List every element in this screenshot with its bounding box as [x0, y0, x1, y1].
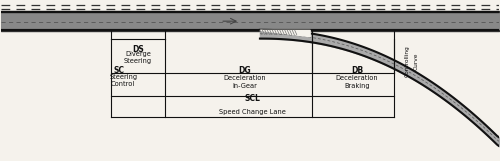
Text: SCL: SCL — [244, 94, 260, 103]
Text: Curve: Curve — [414, 53, 419, 70]
Text: Diverge
Steering: Diverge Steering — [124, 51, 152, 64]
Text: DS: DS — [132, 45, 144, 54]
Text: Speed Change Lane: Speed Change Lane — [219, 109, 286, 115]
Text: Controlling: Controlling — [404, 46, 409, 77]
Text: Deceleration
Braking: Deceleration Braking — [336, 75, 378, 89]
Text: DG: DG — [238, 66, 252, 75]
Text: SC: SC — [114, 66, 124, 75]
Text: Steering
Control: Steering Control — [109, 74, 138, 87]
Text: DB: DB — [351, 66, 363, 75]
Text: Deceleration
In-Gear: Deceleration In-Gear — [224, 75, 266, 89]
